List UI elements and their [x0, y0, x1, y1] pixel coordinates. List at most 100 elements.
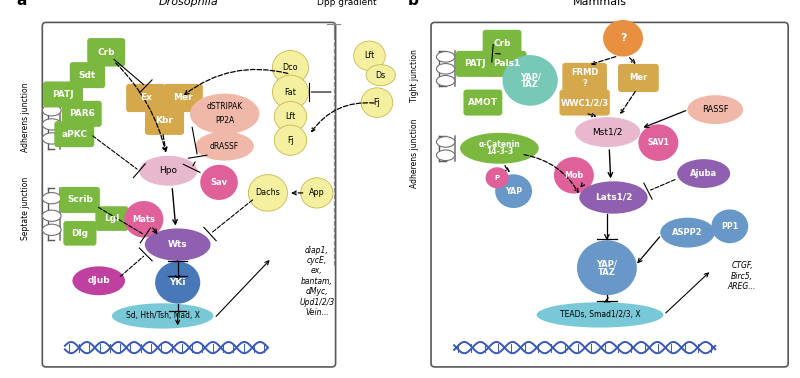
Text: Sav: Sav: [210, 178, 228, 187]
Ellipse shape: [112, 303, 214, 328]
Text: App: App: [309, 188, 325, 197]
Circle shape: [502, 55, 558, 106]
FancyBboxPatch shape: [42, 22, 336, 367]
Text: Fj: Fj: [287, 136, 294, 145]
Ellipse shape: [42, 192, 61, 204]
FancyBboxPatch shape: [43, 82, 83, 107]
FancyBboxPatch shape: [482, 30, 522, 57]
FancyBboxPatch shape: [70, 62, 105, 88]
Text: Dco: Dco: [282, 63, 298, 72]
Text: PAR6: PAR6: [69, 109, 94, 118]
Text: Dpp gradient: Dpp gradient: [317, 0, 377, 7]
FancyBboxPatch shape: [54, 121, 94, 147]
Ellipse shape: [437, 150, 455, 161]
Text: YAP/: YAP/: [597, 260, 618, 269]
Text: Lft: Lft: [286, 112, 296, 121]
Circle shape: [155, 262, 200, 304]
Ellipse shape: [687, 95, 743, 124]
Text: Fj: Fj: [374, 98, 380, 107]
Text: dRASSF: dRASSF: [210, 142, 239, 151]
Text: YAP/: YAP/: [520, 73, 541, 81]
FancyBboxPatch shape: [456, 51, 494, 77]
Ellipse shape: [579, 181, 648, 214]
Ellipse shape: [72, 266, 125, 295]
Ellipse shape: [437, 137, 455, 147]
Ellipse shape: [145, 228, 210, 261]
Text: Tight junction: Tight junction: [410, 49, 419, 102]
FancyBboxPatch shape: [60, 187, 100, 213]
Ellipse shape: [537, 302, 663, 328]
Text: Drosophila: Drosophila: [159, 0, 219, 7]
Ellipse shape: [42, 119, 61, 130]
Ellipse shape: [42, 224, 61, 235]
Circle shape: [248, 175, 287, 211]
FancyBboxPatch shape: [164, 84, 203, 112]
Text: Mer: Mer: [174, 93, 193, 102]
Text: diap1,
cycE,
ex,
bantam,
dMyc,
Upd1/2/3
Vein...: diap1, cycE, ex, bantam, dMyc, Upd1/2/3 …: [299, 246, 334, 317]
Text: YKi: YKi: [170, 278, 186, 287]
Text: Dlg: Dlg: [71, 229, 89, 238]
Ellipse shape: [139, 156, 198, 186]
Ellipse shape: [366, 65, 395, 86]
Circle shape: [301, 178, 333, 208]
Text: dJub: dJub: [87, 276, 110, 285]
Ellipse shape: [677, 159, 730, 188]
Ellipse shape: [437, 76, 455, 86]
Text: dSTRIPAK: dSTRIPAK: [206, 102, 243, 111]
Text: Wts: Wts: [168, 240, 187, 249]
FancyBboxPatch shape: [488, 51, 526, 77]
Text: ASPP2: ASPP2: [672, 228, 703, 237]
Text: Mats: Mats: [133, 215, 155, 224]
Text: Pals1: Pals1: [494, 59, 521, 68]
Ellipse shape: [42, 133, 61, 144]
FancyBboxPatch shape: [559, 90, 610, 116]
Circle shape: [273, 51, 309, 84]
Text: Ajuba: Ajuba: [690, 169, 718, 178]
Text: YAP: YAP: [505, 187, 522, 196]
FancyBboxPatch shape: [63, 221, 97, 246]
Text: Ds: Ds: [375, 71, 386, 80]
FancyBboxPatch shape: [463, 90, 502, 116]
Circle shape: [354, 41, 386, 71]
Ellipse shape: [437, 51, 455, 62]
Text: Sd, Hth/Tsh, Mad, X: Sd, Hth/Tsh, Mad, X: [126, 311, 200, 321]
Text: Mammals: Mammals: [573, 0, 627, 7]
Text: 14-3-3: 14-3-3: [486, 147, 513, 156]
Circle shape: [495, 174, 532, 208]
Text: Kbr: Kbr: [155, 116, 174, 125]
Text: Lft: Lft: [364, 51, 374, 60]
Text: aPKC: aPKC: [62, 130, 87, 139]
Text: Adherens junction: Adherens junction: [410, 118, 419, 188]
Circle shape: [200, 165, 238, 200]
Text: PP1: PP1: [721, 222, 738, 231]
FancyBboxPatch shape: [87, 38, 126, 67]
Text: α-Catenin: α-Catenin: [478, 140, 520, 149]
Text: Crb: Crb: [494, 39, 511, 48]
Text: TAZ: TAZ: [521, 81, 539, 90]
Circle shape: [554, 157, 594, 194]
Circle shape: [273, 75, 309, 109]
Ellipse shape: [42, 105, 61, 116]
Text: PATJ: PATJ: [52, 90, 74, 99]
Ellipse shape: [460, 133, 538, 164]
Circle shape: [638, 124, 678, 161]
Ellipse shape: [42, 210, 61, 222]
Text: AMOT: AMOT: [468, 98, 498, 107]
Circle shape: [486, 167, 509, 188]
Text: TEADs, Smad1/2/3, X: TEADs, Smad1/2/3, X: [560, 310, 640, 319]
Text: RASSF: RASSF: [702, 105, 729, 114]
FancyBboxPatch shape: [126, 84, 166, 112]
Ellipse shape: [437, 64, 455, 74]
FancyBboxPatch shape: [562, 63, 607, 93]
Circle shape: [124, 201, 163, 237]
Text: a: a: [16, 0, 26, 8]
Circle shape: [274, 102, 306, 132]
Text: WWC1/2/3: WWC1/2/3: [561, 98, 609, 107]
Text: Ex: Ex: [140, 93, 152, 102]
FancyBboxPatch shape: [431, 22, 788, 367]
Ellipse shape: [660, 218, 715, 248]
Text: Septate junction: Septate junction: [21, 177, 30, 240]
Text: Mob: Mob: [564, 171, 583, 180]
Text: Crb: Crb: [98, 48, 115, 57]
FancyBboxPatch shape: [95, 206, 129, 231]
